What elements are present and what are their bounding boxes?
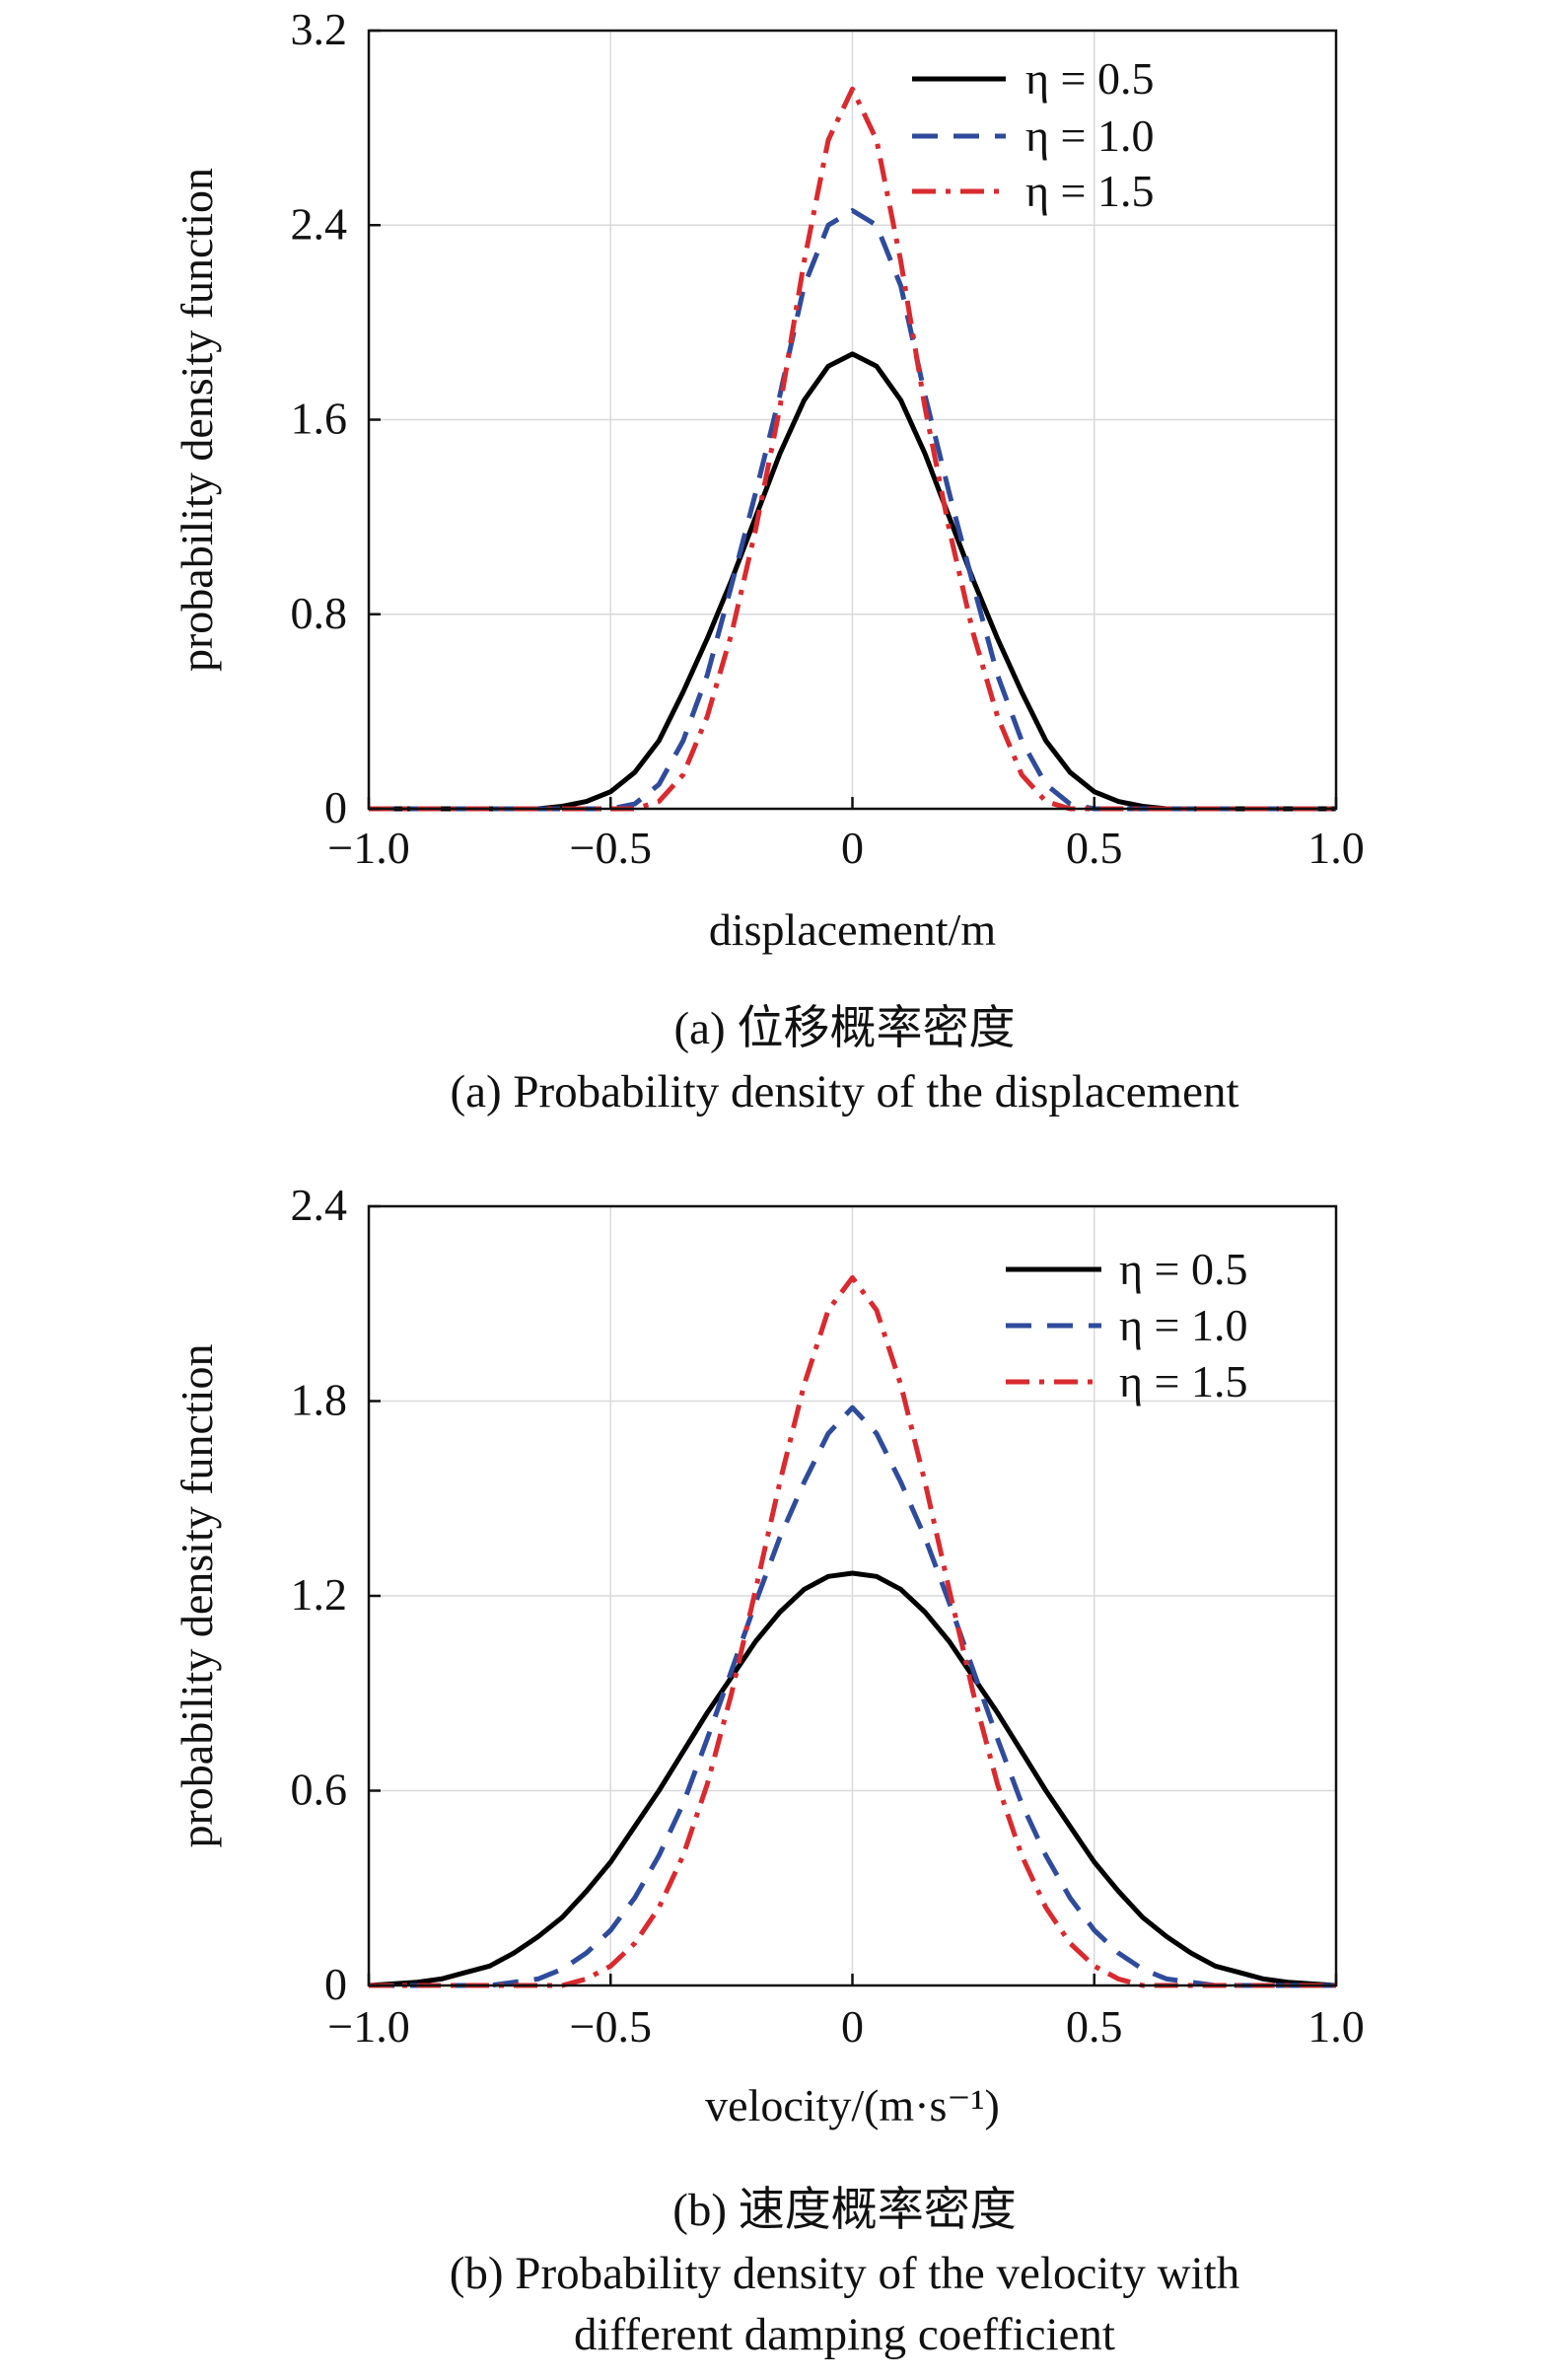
x-tick-label: 0 — [841, 2001, 864, 2052]
series-line-dashed — [369, 1405, 1336, 1988]
x-tick-label: 1.0 — [1307, 823, 1365, 873]
x-tick-label: 0.5 — [1066, 823, 1123, 873]
caption-english: (b) Probability density of the velocity … — [450, 2248, 1239, 2299]
y-axis-label: probability density function — [172, 1343, 222, 1847]
y-tick-label: 0.6 — [291, 1765, 348, 1815]
caption-english: (a) Probability density of the displacem… — [450, 1066, 1238, 1118]
legend-label: η = 1.0 — [1025, 110, 1155, 161]
caption-english: different damping coefficient — [574, 2309, 1115, 2360]
x-tick-label: 1.0 — [1307, 2001, 1365, 2052]
x-tick-label: 0.5 — [1066, 2001, 1123, 2052]
chart-b: −1.0 −0.5 0 0.5 1.0 0 0.6 1.2 1.8 2.4 velocity/(m·… — [172, 1180, 1365, 2360]
y-tick-label: 2.4 — [291, 198, 348, 249]
chart-a: −1.0 −0.5 0 0.5 1.0 0 0.8 1.6 2.4 3.2 displacement… — [172, 4, 1365, 1118]
x-tick-label: −0.5 — [570, 2001, 652, 2052]
legend: η = 0.5 η = 1.0η = 1.5 — [912, 53, 1155, 216]
x-tick-label: −1.0 — [327, 2001, 409, 2052]
y-axis-label: probability density function — [172, 168, 222, 672]
legend-label: η = 1.5 — [1025, 166, 1155, 216]
x-axis-label: displacement/m — [709, 904, 996, 955]
legend-label: η = 0.5 — [1119, 1244, 1248, 1294]
legend-label: η = 1.0 — [1119, 1300, 1248, 1350]
y-tick-label: 0 — [324, 1959, 347, 2009]
y-tick-label: 0 — [324, 782, 347, 832]
x-axis-label: velocity/(m·s⁻¹) — [705, 2080, 1000, 2130]
y-tick-label: 1.8 — [291, 1375, 348, 1425]
caption-chinese: (a) 位移概率密度 — [674, 1003, 1016, 1054]
x-tick-label: −1.0 — [327, 823, 409, 873]
series-line-solid — [368, 1570, 1337, 1988]
legend: η = 0.5 η = 1.0 η = 1.5 — [1006, 1244, 1248, 1406]
y-tick-label: 1.6 — [291, 394, 348, 444]
legend-label: η = 0.5 — [1025, 53, 1155, 104]
x-tick-label: 0 — [841, 823, 864, 873]
y-tick-label: 3.2 — [291, 4, 348, 54]
y-tick-label: 1.2 — [291, 1569, 348, 1620]
y-tick-label: 0.8 — [291, 588, 348, 638]
legend-label: η = 1.5 — [1119, 1356, 1248, 1406]
x-tick-label: −0.5 — [570, 823, 652, 873]
caption-chinese: (b) 速度概率密度 — [672, 2185, 1017, 2236]
y-tick-label: 2.4 — [291, 1180, 348, 1230]
